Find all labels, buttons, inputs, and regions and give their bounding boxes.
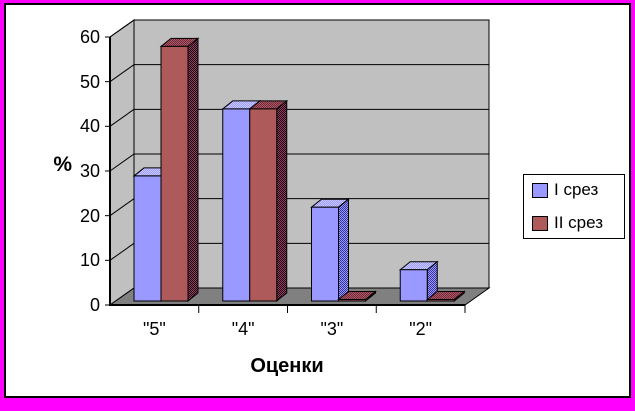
- x-tick-label: "2": [409, 319, 433, 339]
- legend-swatch-ii-srez: [532, 215, 548, 231]
- y-tick-label: 40: [79, 116, 100, 137]
- y-axis-title: %: [53, 153, 72, 176]
- y-tick-label: 50: [79, 71, 100, 92]
- x-axis-title: Оценки: [250, 355, 324, 377]
- y-tick-label: 0: [89, 295, 100, 315]
- y-tick-label: 20: [79, 205, 100, 226]
- legend[interactable]: I срез II срез: [523, 174, 625, 239]
- legend-label-i-srez: I срез: [554, 180, 599, 199]
- x-tick-label: "4": [231, 319, 255, 339]
- x-tick-label: "5": [142, 319, 166, 339]
- y-tick-label: 60: [79, 26, 100, 47]
- y-tick-label: 30: [79, 160, 100, 181]
- legend-label-ii-srez: II срез: [554, 213, 603, 232]
- legend-item-series-2: II срез: [532, 213, 624, 233]
- x-tick-label: "3": [320, 319, 344, 339]
- legend-swatch-i-srez: [532, 182, 548, 198]
- y-tick-label: 10: [79, 250, 100, 271]
- legend-item-series-1: I срез: [532, 180, 624, 200]
